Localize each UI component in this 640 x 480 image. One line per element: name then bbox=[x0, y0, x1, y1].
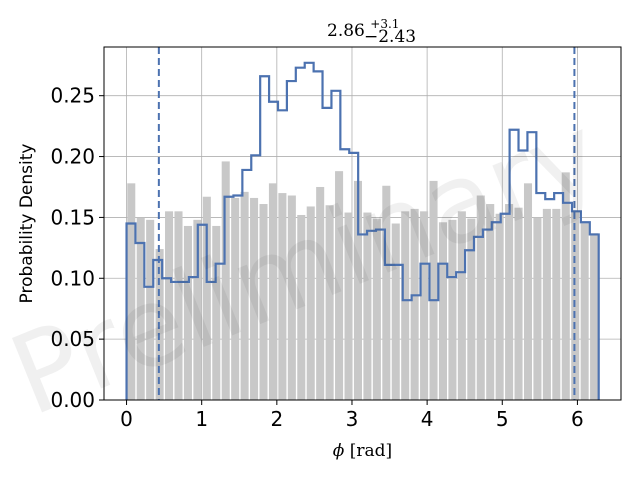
y-tick-label: 0.20 bbox=[50, 145, 95, 169]
histogram-bar bbox=[278, 193, 287, 400]
histogram-bar bbox=[448, 219, 457, 400]
x-axis-symbol: ϕ bbox=[333, 441, 345, 461]
histogram-bar bbox=[363, 212, 372, 400]
title-upper-error: +3.1 bbox=[370, 17, 399, 31]
histogram-bar bbox=[580, 223, 589, 400]
x-axis-label: ϕ [rad] bbox=[333, 441, 392, 461]
histogram-bar bbox=[552, 208, 561, 400]
histogram-bar bbox=[136, 217, 145, 400]
reference-lines bbox=[157, 47, 576, 400]
y-axis-ticks: 0.00 0.05 0.10 0.15 0.20 0.25 bbox=[50, 84, 104, 412]
histogram-bar bbox=[505, 204, 514, 400]
x-tick-label: 6 bbox=[571, 407, 584, 431]
histogram-bar bbox=[146, 219, 155, 400]
x-tick-label: 1 bbox=[195, 407, 208, 431]
title-value: 2.86 bbox=[327, 21, 365, 41]
histogram-bar bbox=[561, 172, 570, 400]
histogram-bar bbox=[495, 213, 504, 400]
histogram-bar bbox=[429, 180, 438, 400]
title-lower-error: −2.43 bbox=[364, 27, 416, 47]
histogram-bar bbox=[372, 218, 381, 400]
histogram-bar bbox=[353, 180, 362, 400]
y-tick-label: 0.00 bbox=[50, 388, 95, 412]
x-tick-label: 0 bbox=[120, 407, 133, 431]
histogram-bar bbox=[202, 196, 211, 400]
histogram-bar bbox=[240, 191, 249, 400]
histogram-bar bbox=[268, 183, 277, 400]
y-tick-label: 0.15 bbox=[50, 205, 95, 229]
chart-title: 2.86 +3.1 bbox=[327, 17, 399, 41]
histogram-bar bbox=[212, 225, 221, 400]
histogram-bar bbox=[486, 204, 495, 400]
x-axis-ticks: 0 1 2 3 4 5 6 bbox=[120, 400, 584, 431]
histogram-bar bbox=[391, 223, 400, 400]
histogram-bar bbox=[306, 206, 315, 400]
histogram-bar bbox=[250, 197, 259, 400]
histogram-bar bbox=[410, 208, 419, 400]
histogram-bar bbox=[174, 211, 183, 400]
histogram-bar bbox=[401, 211, 410, 400]
histogram-bar bbox=[287, 195, 296, 400]
histogram-bar bbox=[297, 214, 306, 400]
histogram-bar bbox=[542, 208, 551, 400]
histogram-bar bbox=[523, 183, 533, 400]
histogram-bar bbox=[438, 222, 447, 400]
histogram-bar bbox=[259, 204, 268, 400]
posterior-step bbox=[125, 61, 600, 400]
x-tick-label: 3 bbox=[346, 407, 359, 431]
y-tick-label: 0.25 bbox=[50, 84, 95, 108]
histogram-bar bbox=[183, 225, 192, 400]
x-tick-label: 2 bbox=[270, 407, 283, 431]
histogram-bar bbox=[514, 207, 523, 400]
histogram-bar bbox=[165, 211, 174, 400]
histogram-bar bbox=[457, 211, 466, 400]
histogram-bar bbox=[316, 186, 325, 400]
x-tick-label: 4 bbox=[421, 407, 434, 431]
plot-frame bbox=[103, 46, 622, 401]
y-tick-label: 0.10 bbox=[50, 266, 95, 290]
histogram-bar bbox=[221, 161, 230, 400]
histogram-bar bbox=[231, 197, 240, 400]
histogram-bar bbox=[533, 217, 542, 400]
histogram-bar bbox=[193, 219, 202, 400]
histogram-bar bbox=[127, 183, 136, 400]
histogram-bar bbox=[325, 205, 334, 400]
y-axis-label: Probability Density bbox=[17, 144, 37, 304]
histogram-bar bbox=[335, 171, 344, 400]
histogram-bar bbox=[590, 233, 599, 400]
posterior-step-line bbox=[125, 61, 600, 400]
histogram-bar bbox=[420, 211, 429, 400]
histogram-bar bbox=[467, 218, 476, 400]
histogram-bar bbox=[344, 212, 353, 400]
histogram-bar bbox=[476, 195, 485, 400]
histogram-bar bbox=[382, 185, 391, 400]
x-axis-unit: [rad] bbox=[350, 441, 392, 461]
y-tick-label: 0.05 bbox=[50, 327, 95, 351]
x-tick-label: 5 bbox=[496, 407, 509, 431]
